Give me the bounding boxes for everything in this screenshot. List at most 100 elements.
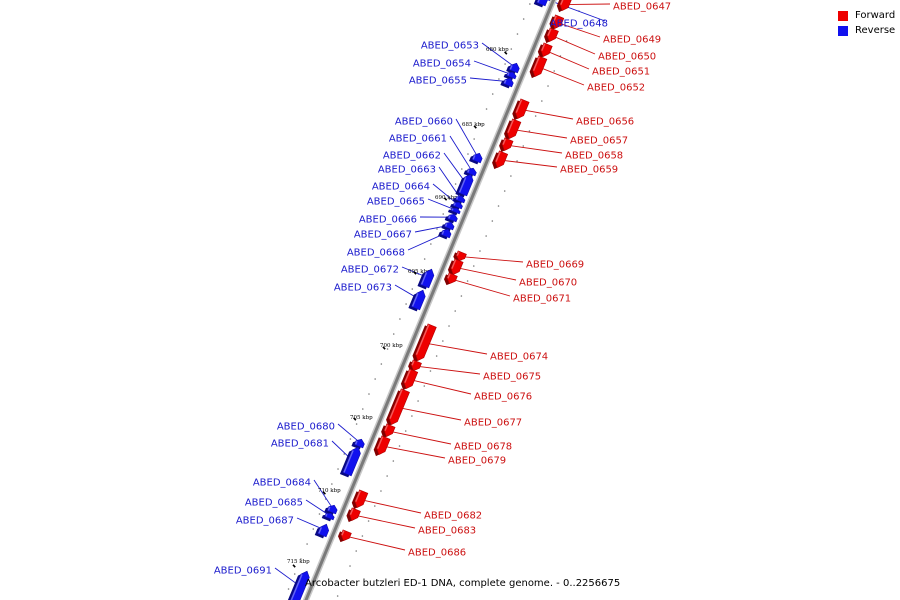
gene-label-abed-0651[interactable]: ABED_0651 bbox=[592, 67, 650, 78]
gene-label-abed-0671[interactable]: ABED_0671 bbox=[513, 294, 571, 305]
gene-glyph-abed-0649[interactable] bbox=[549, 14, 565, 31]
scale-tick-label: 705 kbp bbox=[350, 415, 373, 421]
gene-body bbox=[546, 27, 559, 42]
gene-label-abed-0653[interactable]: ABED_0653 bbox=[421, 41, 479, 52]
gene-label-abed-0660[interactable]: ABED_0660 bbox=[395, 117, 453, 128]
gene-label-abed-0672[interactable]: ABED_0672 bbox=[341, 265, 399, 276]
gene-body bbox=[411, 289, 426, 311]
gene-label-abed-0648[interactable]: ABED_0648 bbox=[550, 19, 608, 30]
gene-glyph-abed-0691[interactable] bbox=[287, 570, 310, 600]
gene-label-abed-0682[interactable]: ABED_0682 bbox=[424, 511, 482, 522]
gene-body bbox=[536, 0, 548, 7]
gene-label-abed-0665[interactable]: ABED_0665 bbox=[367, 197, 425, 208]
gene-label-abed-0654[interactable]: ABED_0654 bbox=[413, 59, 471, 70]
gene-label-abed-0691[interactable]: ABED_0691 bbox=[214, 566, 272, 577]
ruler-dot bbox=[516, 33, 519, 35]
gene-label-abed-0668[interactable]: ABED_0668 bbox=[347, 248, 405, 259]
gene-glyph-abed-0657[interactable] bbox=[504, 118, 522, 141]
gene-label-abed-0679[interactable]: ABED_0679 bbox=[448, 456, 506, 467]
gene-label-abed-0681[interactable]: ABED_0681 bbox=[271, 439, 329, 450]
gene-glyph-abed-0676[interactable] bbox=[400, 368, 419, 391]
gene-label-abed-0650[interactable]: ABED_0650 bbox=[598, 52, 656, 63]
gene-label-abed-0686[interactable]: ABED_0686 bbox=[408, 548, 466, 559]
gene-label-abed-0667[interactable]: ABED_0667 bbox=[354, 230, 412, 241]
gene-glyph-abed-0682[interactable] bbox=[351, 489, 369, 510]
gene-glyph-abed-0674[interactable] bbox=[412, 323, 437, 363]
gene-label-abed-0677[interactable]: ABED_0677 bbox=[464, 418, 522, 429]
gene-label-abed-0666[interactable]: ABED_0666 bbox=[359, 215, 417, 226]
gene-glyph-abed-0650[interactable] bbox=[544, 27, 559, 44]
gene-label-abed-0659[interactable]: ABED_0659 bbox=[560, 165, 618, 176]
gene-glyph-abed-0651[interactable] bbox=[537, 42, 553, 59]
gene-glyph-abed-0660[interactable] bbox=[469, 152, 483, 165]
gene-label-abed-0657[interactable]: ABED_0657 bbox=[570, 136, 628, 147]
ruler-dot bbox=[306, 543, 308, 545]
gene-label-abed-0678[interactable]: ABED_0678 bbox=[454, 442, 512, 453]
gene-highlight bbox=[411, 293, 419, 307]
gene-glyph-abed-0684[interactable] bbox=[324, 504, 338, 516]
scale-tick-label: 695 kbp bbox=[408, 269, 431, 275]
gene-glyph-abed-0681[interactable] bbox=[339, 446, 361, 478]
gene-label-abed-0673[interactable]: ABED_0673 bbox=[334, 283, 392, 294]
gene-label-abed-0664[interactable]: ABED_0664 bbox=[372, 182, 430, 193]
ruler-dot bbox=[411, 288, 414, 290]
gene-glyph-abed-0687[interactable] bbox=[314, 523, 330, 539]
gene-label-abed-0670[interactable]: ABED_0670 bbox=[519, 278, 577, 289]
gene-body bbox=[440, 228, 452, 239]
gene-glyph-abed-0686[interactable] bbox=[338, 529, 352, 543]
gene-label-abed-0658[interactable]: ABED_0658 bbox=[565, 151, 623, 162]
gene-label-abed-0674[interactable]: ABED_0674 bbox=[490, 352, 548, 363]
gene-glyph-abed-0678[interactable] bbox=[381, 423, 396, 439]
gene-glyph-abed-0672[interactable] bbox=[417, 268, 435, 290]
gene-label-abed-0656[interactable]: ABED_0656 bbox=[576, 117, 634, 128]
ruler-dot bbox=[349, 565, 351, 567]
gene-label-abed-0647[interactable]: ABED_0647 bbox=[613, 2, 671, 13]
gene-glyph-abed-0673[interactable] bbox=[408, 289, 426, 312]
gene-label-abed-0676[interactable]: ABED_0676 bbox=[474, 392, 532, 403]
leader-line bbox=[456, 267, 517, 281]
gene-label-abed-0684[interactable]: ABED_0684 bbox=[253, 478, 311, 489]
gene-glyph-abed-0648[interactable] bbox=[533, 0, 548, 8]
gene-glyph-abed-0659[interactable] bbox=[492, 150, 509, 170]
leader-line bbox=[538, 66, 585, 86]
scale-ticks: 680 kbp 685 kbp 690 kbp 695 kbp 700 kbp 705 k… bbox=[287, 47, 509, 568]
gene-glyph-abed-0665[interactable] bbox=[447, 207, 461, 216]
gene-glyph-abed-0668[interactable] bbox=[438, 228, 452, 240]
gene-glyph-abed-0679[interactable] bbox=[373, 435, 391, 457]
gene-label-abed-0662[interactable]: ABED_0662 bbox=[383, 151, 441, 162]
ruler-dot bbox=[368, 393, 370, 395]
gene-label-abed-0661[interactable]: ABED_0661 bbox=[389, 134, 447, 145]
gene-glyph-abed-0647[interactable] bbox=[556, 0, 572, 13]
gene-label-abed-0675[interactable]: ABED_0675 bbox=[483, 372, 541, 383]
gene-glyph-abed-0685[interactable] bbox=[321, 512, 335, 522]
gene-glyph-abed-0662[interactable] bbox=[455, 173, 474, 198]
gene-glyph-abed-0677[interactable] bbox=[386, 388, 410, 427]
gene-glyph-abed-0683[interactable] bbox=[346, 507, 361, 523]
gene-glyph-abed-0666[interactable] bbox=[444, 213, 458, 224]
gene-glyph-abed-0652[interactable] bbox=[529, 55, 548, 79]
gene-glyph-abed-0653[interactable] bbox=[506, 62, 520, 75]
gene-label-abed-0652[interactable]: ABED_0652 bbox=[587, 83, 645, 94]
gene-glyph-abed-0658[interactable] bbox=[499, 137, 514, 153]
ruler-dot bbox=[522, 18, 525, 20]
ruler-dot bbox=[472, 265, 475, 267]
scale-tick-mark bbox=[382, 346, 386, 350]
gene-label-abed-0655[interactable]: ABED_0655 bbox=[409, 76, 467, 87]
gene-glyphs bbox=[287, 0, 572, 600]
gene-glyph-abed-0670[interactable] bbox=[447, 258, 464, 277]
gene-highlight bbox=[541, 43, 546, 51]
gene-label-abed-0687[interactable]: ABED_0687 bbox=[236, 516, 294, 527]
leader-line bbox=[353, 514, 416, 529]
gene-label-abed-0680[interactable]: ABED_0680 bbox=[277, 422, 335, 433]
gene-label-abed-0649[interactable]: ABED_0649 bbox=[603, 35, 661, 46]
ruler-dot bbox=[497, 205, 500, 207]
gene-glyph-abed-0655[interactable] bbox=[500, 77, 514, 89]
gene-label-abed-0669[interactable]: ABED_0669 bbox=[526, 260, 584, 271]
gene-label-abed-0685[interactable]: ABED_0685 bbox=[245, 498, 303, 509]
gene-label-abed-0663[interactable]: ABED_0663 bbox=[378, 165, 436, 176]
gene-label-abed-0683[interactable]: ABED_0683 bbox=[418, 526, 476, 537]
gene-glyph-abed-0671[interactable] bbox=[444, 272, 458, 286]
gene-glyph-abed-0656[interactable] bbox=[512, 98, 530, 121]
gene-glyph-abed-0680[interactable] bbox=[351, 438, 365, 450]
ruler-dot bbox=[553, 70, 556, 72]
